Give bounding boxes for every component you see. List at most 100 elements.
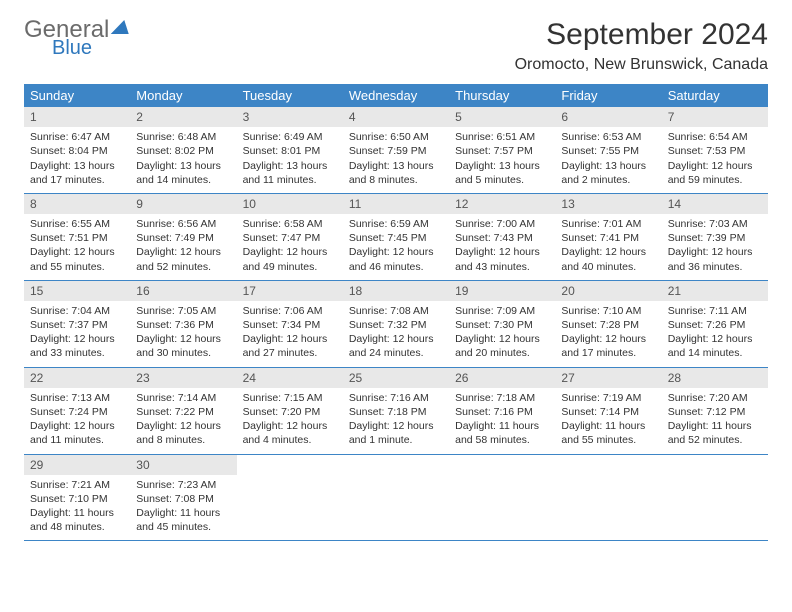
day-header: Saturday [662, 84, 768, 107]
day-body: Sunrise: 7:09 AMSunset: 7:30 PMDaylight:… [449, 301, 555, 367]
day-body: Sunrise: 7:01 AMSunset: 7:41 PMDaylight:… [555, 214, 661, 280]
day-cell: 16Sunrise: 7:05 AMSunset: 7:36 PMDayligh… [130, 281, 236, 367]
day-cell: 2Sunrise: 6:48 AMSunset: 8:02 PMDaylight… [130, 107, 236, 193]
day-number: 21 [662, 281, 768, 301]
day-cell: 25Sunrise: 7:16 AMSunset: 7:18 PMDayligh… [343, 368, 449, 454]
day-line: Daylight: 12 hours and 4 minutes. [243, 419, 337, 447]
day-body: Sunrise: 7:13 AMSunset: 7:24 PMDaylight:… [24, 388, 130, 454]
day-header: Tuesday [237, 84, 343, 107]
day-line: Sunset: 7:22 PM [136, 405, 230, 419]
day-body: Sunrise: 6:49 AMSunset: 8:01 PMDaylight:… [237, 127, 343, 193]
day-line: Sunrise: 6:55 AM [30, 217, 124, 231]
day-header: Thursday [449, 84, 555, 107]
day-cell: 19Sunrise: 7:09 AMSunset: 7:30 PMDayligh… [449, 281, 555, 367]
day-number: 4 [343, 107, 449, 127]
header: General Blue September 2024 Oromocto, Ne… [24, 18, 768, 74]
day-cell: 6Sunrise: 6:53 AMSunset: 7:55 PMDaylight… [555, 107, 661, 193]
day-body: Sunrise: 7:05 AMSunset: 7:36 PMDaylight:… [130, 301, 236, 367]
day-number: 27 [555, 368, 661, 388]
day-cell [662, 455, 768, 541]
day-cell: 20Sunrise: 7:10 AMSunset: 7:28 PMDayligh… [555, 281, 661, 367]
day-header: Monday [130, 84, 236, 107]
location: Oromocto, New Brunswick, Canada [515, 56, 768, 74]
day-line: Sunset: 8:02 PM [136, 144, 230, 158]
day-number: 11 [343, 194, 449, 214]
day-line: Daylight: 13 hours and 11 minutes. [243, 159, 337, 187]
day-body: Sunrise: 7:21 AMSunset: 7:10 PMDaylight:… [24, 475, 130, 541]
day-line: Daylight: 13 hours and 8 minutes. [349, 159, 443, 187]
day-line: Daylight: 12 hours and 11 minutes. [30, 419, 124, 447]
day-line: Sunrise: 6:58 AM [243, 217, 337, 231]
day-line: Sunrise: 7:23 AM [136, 478, 230, 492]
day-number: 3 [237, 107, 343, 127]
day-cell: 13Sunrise: 7:01 AMSunset: 7:41 PMDayligh… [555, 194, 661, 280]
day-cell: 28Sunrise: 7:20 AMSunset: 7:12 PMDayligh… [662, 368, 768, 454]
day-line: Sunset: 7:57 PM [455, 144, 549, 158]
day-line: Sunset: 7:55 PM [561, 144, 655, 158]
day-number: 9 [130, 194, 236, 214]
day-number: 15 [24, 281, 130, 301]
day-number: 2 [130, 107, 236, 127]
day-line: Daylight: 11 hours and 48 minutes. [30, 506, 124, 534]
day-line: Sunrise: 7:00 AM [455, 217, 549, 231]
day-line: Sunset: 7:14 PM [561, 405, 655, 419]
day-body: Sunrise: 7:10 AMSunset: 7:28 PMDaylight:… [555, 301, 661, 367]
day-line: Sunrise: 7:16 AM [349, 391, 443, 405]
day-line: Sunrise: 7:10 AM [561, 304, 655, 318]
day-number: 23 [130, 368, 236, 388]
day-line: Sunrise: 7:18 AM [455, 391, 549, 405]
day-body: Sunrise: 6:56 AMSunset: 7:49 PMDaylight:… [130, 214, 236, 280]
day-line: Sunrise: 7:19 AM [561, 391, 655, 405]
day-header: Friday [555, 84, 661, 107]
day-line: Sunset: 7:36 PM [136, 318, 230, 332]
week-row: 1Sunrise: 6:47 AMSunset: 8:04 PMDaylight… [24, 107, 768, 194]
day-line: Sunset: 8:04 PM [30, 144, 124, 158]
week-row: 22Sunrise: 7:13 AMSunset: 7:24 PMDayligh… [24, 368, 768, 455]
day-line: Sunrise: 7:05 AM [136, 304, 230, 318]
day-line: Daylight: 12 hours and 40 minutes. [561, 245, 655, 273]
day-body: Sunrise: 7:19 AMSunset: 7:14 PMDaylight:… [555, 388, 661, 454]
day-line: Sunrise: 6:49 AM [243, 130, 337, 144]
day-line: Daylight: 12 hours and 17 minutes. [561, 332, 655, 360]
week-row: 8Sunrise: 6:55 AMSunset: 7:51 PMDaylight… [24, 194, 768, 281]
day-cell: 23Sunrise: 7:14 AMSunset: 7:22 PMDayligh… [130, 368, 236, 454]
day-number: 18 [343, 281, 449, 301]
day-body: Sunrise: 6:51 AMSunset: 7:57 PMDaylight:… [449, 127, 555, 193]
day-line: Daylight: 12 hours and 30 minutes. [136, 332, 230, 360]
day-cell: 9Sunrise: 6:56 AMSunset: 7:49 PMDaylight… [130, 194, 236, 280]
day-line: Sunrise: 7:13 AM [30, 391, 124, 405]
day-line: Daylight: 13 hours and 17 minutes. [30, 159, 124, 187]
day-line: Daylight: 13 hours and 2 minutes. [561, 159, 655, 187]
day-number: 5 [449, 107, 555, 127]
day-cell: 22Sunrise: 7:13 AMSunset: 7:24 PMDayligh… [24, 368, 130, 454]
day-number: 6 [555, 107, 661, 127]
day-line: Daylight: 12 hours and 27 minutes. [243, 332, 337, 360]
day-cell: 1Sunrise: 6:47 AMSunset: 8:04 PMDaylight… [24, 107, 130, 193]
day-body: Sunrise: 6:55 AMSunset: 7:51 PMDaylight:… [24, 214, 130, 280]
logo: General Blue [24, 18, 131, 58]
day-body: Sunrise: 7:16 AMSunset: 7:18 PMDaylight:… [343, 388, 449, 454]
day-line: Sunrise: 6:56 AM [136, 217, 230, 231]
day-line: Sunset: 7:45 PM [349, 231, 443, 245]
day-line: Sunrise: 6:48 AM [136, 130, 230, 144]
day-number: 14 [662, 194, 768, 214]
day-cell: 5Sunrise: 6:51 AMSunset: 7:57 PMDaylight… [449, 107, 555, 193]
week-row: 29Sunrise: 7:21 AMSunset: 7:10 PMDayligh… [24, 455, 768, 542]
week-row: 15Sunrise: 7:04 AMSunset: 7:37 PMDayligh… [24, 281, 768, 368]
day-number: 8 [24, 194, 130, 214]
day-number: 1 [24, 107, 130, 127]
day-number: 30 [130, 455, 236, 475]
day-line: Sunrise: 7:03 AM [668, 217, 762, 231]
day-line: Sunrise: 7:11 AM [668, 304, 762, 318]
day-cell: 26Sunrise: 7:18 AMSunset: 7:16 PMDayligh… [449, 368, 555, 454]
day-body: Sunrise: 6:48 AMSunset: 8:02 PMDaylight:… [130, 127, 236, 193]
day-line: Sunrise: 7:14 AM [136, 391, 230, 405]
day-cell: 17Sunrise: 7:06 AMSunset: 7:34 PMDayligh… [237, 281, 343, 367]
day-line: Daylight: 12 hours and 36 minutes. [668, 245, 762, 273]
day-body: Sunrise: 7:11 AMSunset: 7:26 PMDaylight:… [662, 301, 768, 367]
day-cell [555, 455, 661, 541]
day-line: Sunset: 7:18 PM [349, 405, 443, 419]
day-body: Sunrise: 7:08 AMSunset: 7:32 PMDaylight:… [343, 301, 449, 367]
day-line: Daylight: 12 hours and 33 minutes. [30, 332, 124, 360]
day-cell: 29Sunrise: 7:21 AMSunset: 7:10 PMDayligh… [24, 455, 130, 541]
